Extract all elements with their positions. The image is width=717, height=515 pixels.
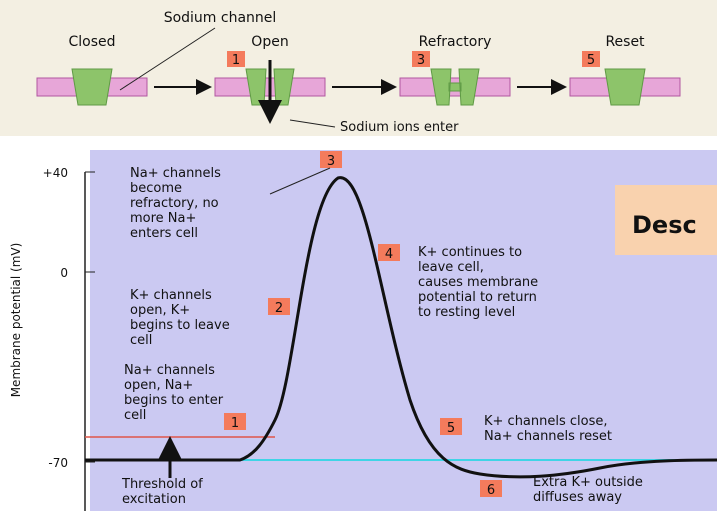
step-number: 4 [385,247,393,262]
y-tick-label: 0 [60,266,68,280]
annotation-line: open, K+ [130,303,190,318]
step-number: 2 [275,301,283,316]
annotation-line: Na+ channels [124,363,215,378]
annotation-line: begins to enter [124,393,224,408]
step-number: 3 [327,154,335,169]
step-number: 5 [447,421,455,436]
step-number: 6 [487,483,495,498]
ions-label: Sodium ions enter [340,120,459,135]
step-number: 5 [587,53,595,68]
annotation-line: K+ channels [130,288,212,303]
annotation-line: more Na+ [130,211,196,226]
step-number: 3 [417,53,425,68]
channel [605,69,645,105]
annotation-line: begins to leave [130,318,230,333]
annotation-line: become [130,181,182,196]
annotation-line: enters cell [130,226,198,241]
annotation-line: K+ continues to [418,245,522,260]
y-tick-label: -70 [48,456,68,470]
annotation-line: diffuses away [533,490,622,505]
y-axis-label: Membrane potential (mV) [9,243,23,398]
channel-label: Sodium channel [164,10,277,26]
annotation-line: to resting level [418,305,515,320]
annotation-line: refractory, no [130,196,219,211]
annotation-line: K+ channels close, [484,414,608,429]
annotation-line: cell [130,333,152,348]
action-potential-diagram: Closed Open 1 Refractory 3 Reset 5 +40 0 -70 Na+ … [0,0,717,511]
channel [72,69,112,105]
annotation-line: cell [124,408,146,423]
step-number: 1 [232,53,240,68]
annotation-line: Extra K+ outside [533,475,643,490]
state-name: Refractory [419,34,492,50]
annotation-line: open, Na+ [124,378,193,393]
annotation-line: causes membrane [418,275,538,290]
annotation-line: potential to return [418,290,537,305]
overlay-text: Desc [632,211,697,239]
step-number: 1 [231,416,239,431]
y-tick-label: +40 [43,166,68,180]
top-panel [0,0,717,136]
state-name: Reset [605,34,645,50]
annotation-line: Na+ channels reset [484,429,612,444]
annotation-line: Na+ channels [130,166,221,181]
threshold-label: excitation [122,492,186,507]
state-name: Open [251,34,288,50]
annotation-line: leave cell, [418,260,484,275]
threshold-label: Threshold of [121,477,203,492]
state-name: Closed [68,34,115,50]
